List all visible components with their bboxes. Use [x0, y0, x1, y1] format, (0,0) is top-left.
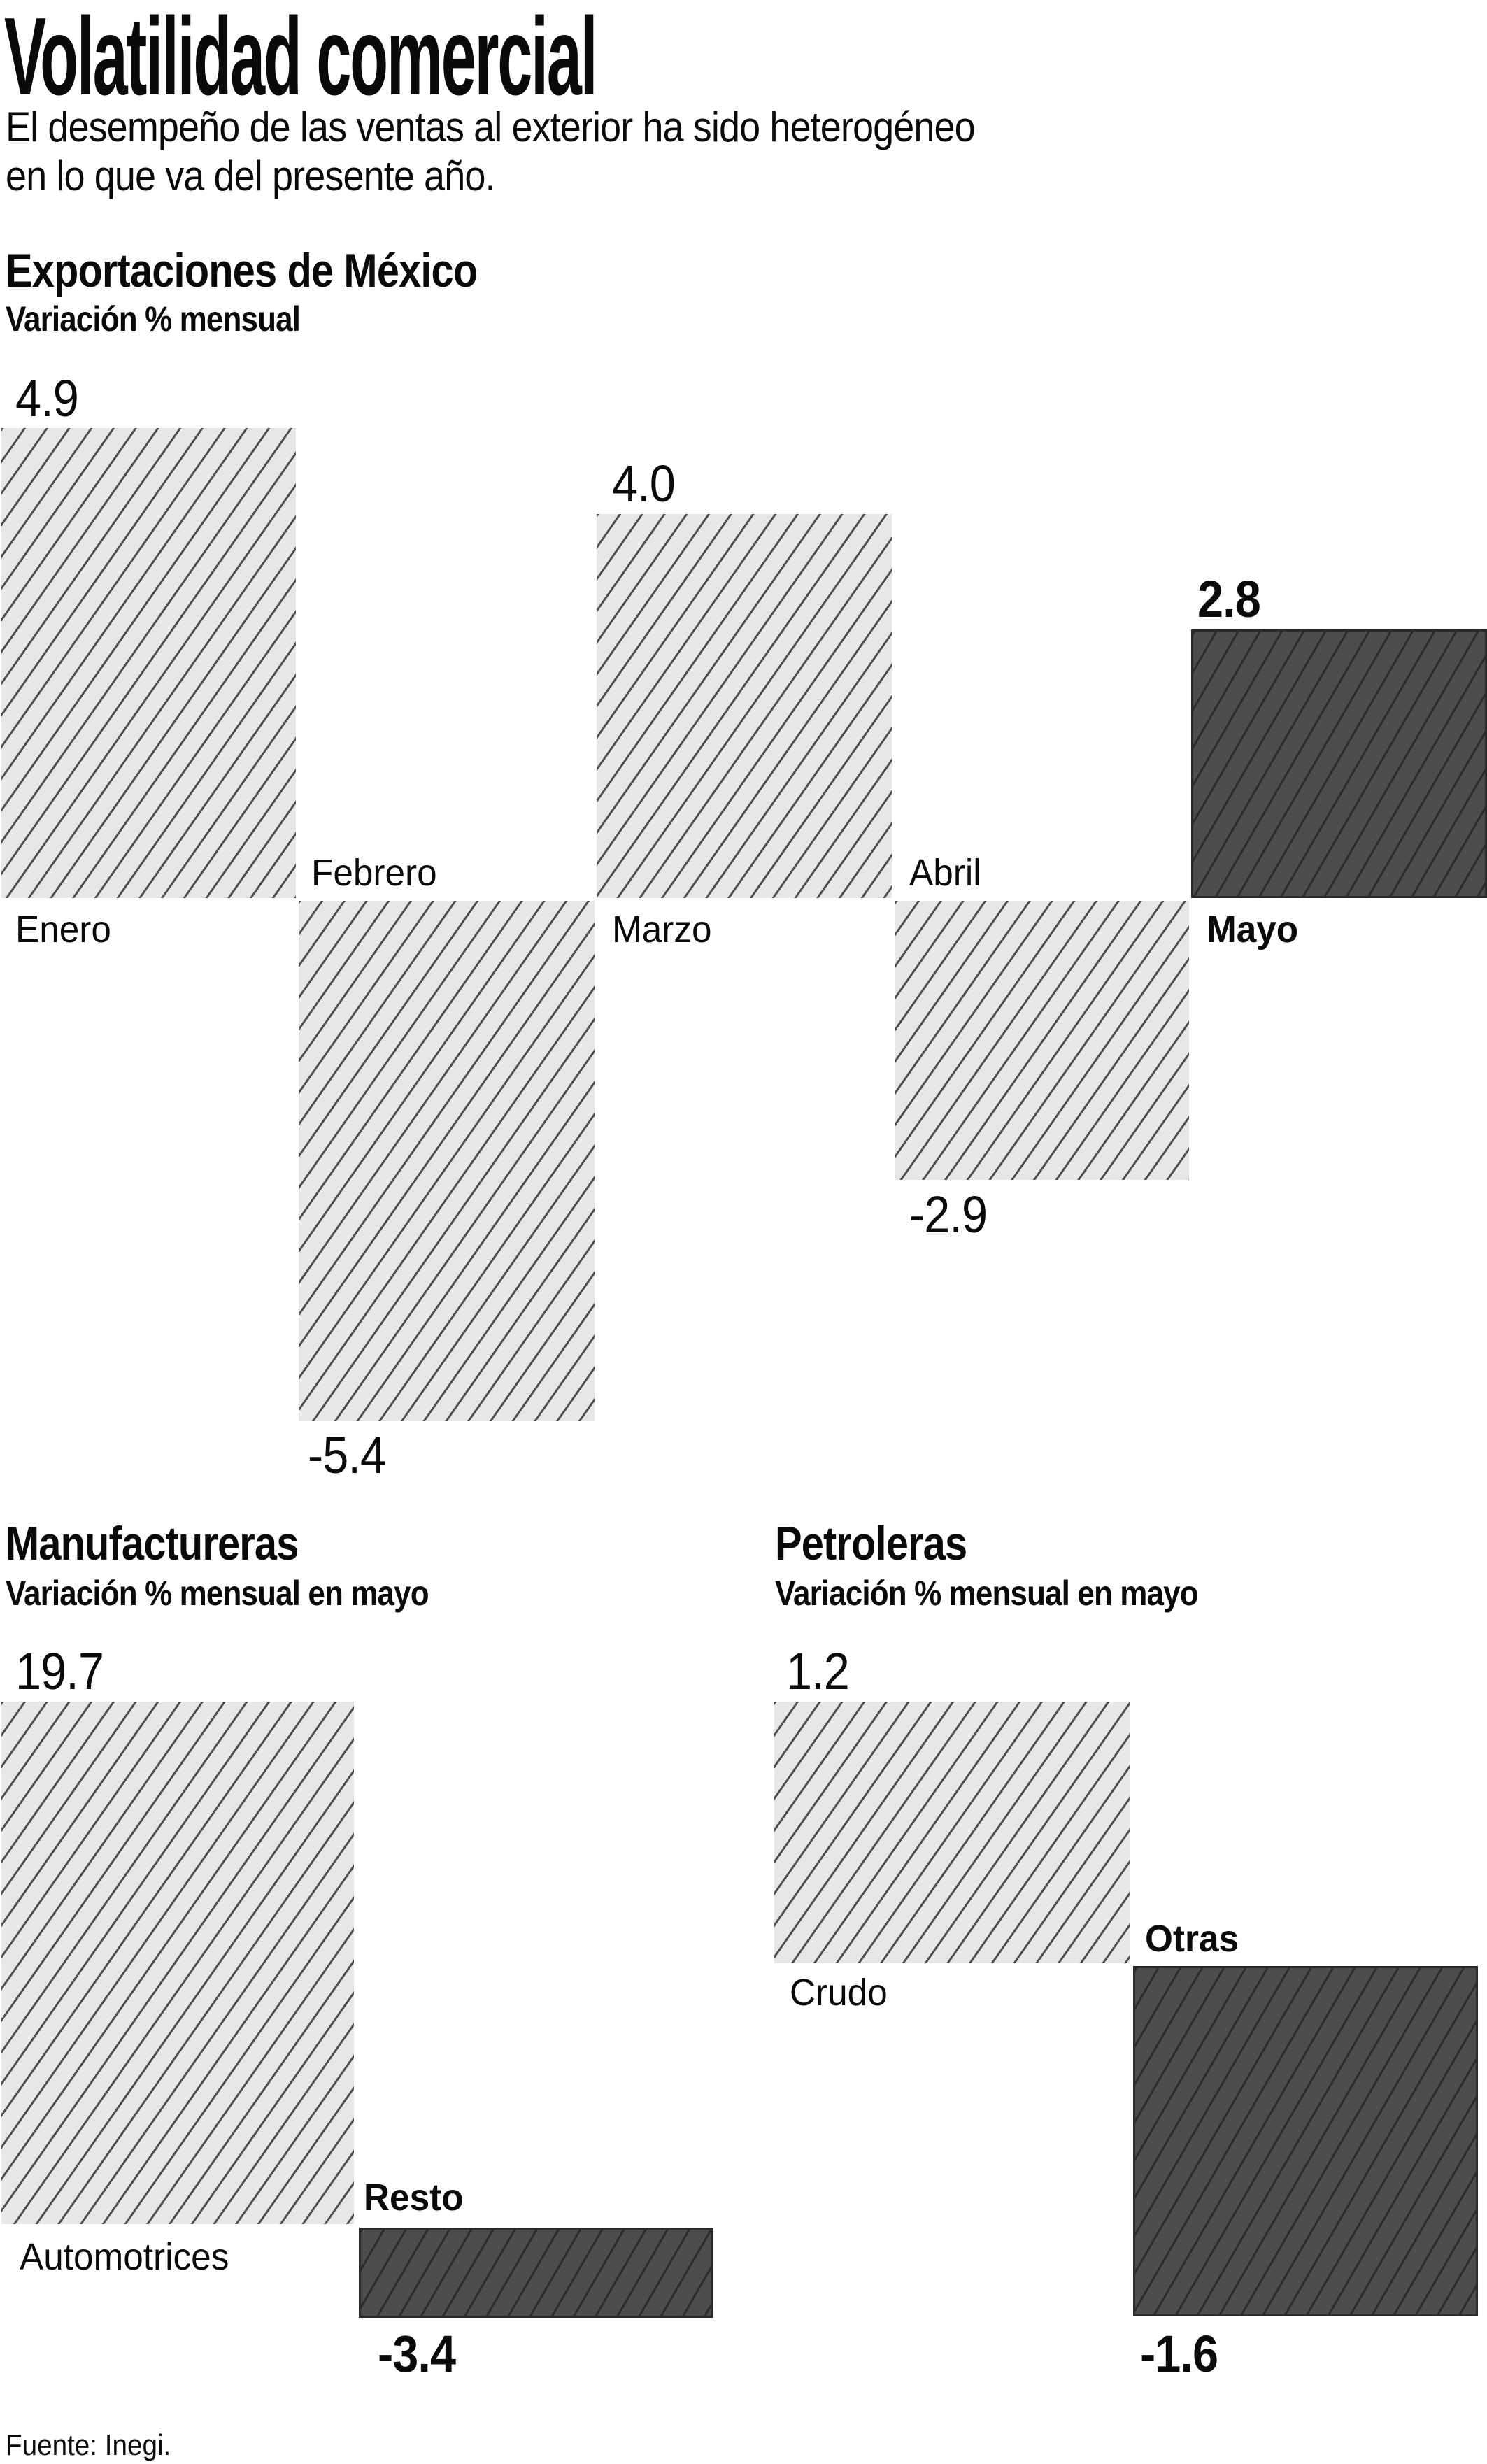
page-subtitle-line1: El desempeño de las ventas al exterior h…: [6, 104, 976, 150]
label-mayo: Mayo: [1207, 909, 1299, 950]
chart2-title: Manufactureras: [6, 1517, 299, 1570]
bar-automotrices: [1, 1702, 354, 2224]
value-otras: -1.6: [1140, 2325, 1218, 2383]
chart3-title: Petroleras: [775, 1517, 967, 1570]
bar-otras: [1133, 1966, 1478, 2316]
value-febrero: -5.4: [308, 1426, 386, 1484]
label-automotrices: Automotrices: [20, 2236, 229, 2278]
page-title: Volatilidad comercial: [4, 0, 598, 118]
value-mayo: 2.8: [1197, 570, 1261, 628]
source-credit: Fuente: Inegi.: [6, 2428, 171, 2461]
bar-marzo: [597, 514, 892, 898]
label-otras: Otras: [1145, 1918, 1239, 1960]
bar-abril: [895, 901, 1189, 1180]
label-abril: Abril: [909, 852, 981, 894]
chart1-subtitle: Variación % mensual: [6, 299, 301, 339]
chart1-title: Exportaciones de México: [6, 244, 478, 297]
bar-crudo: [774, 1702, 1130, 1963]
value-resto: -3.4: [378, 2325, 456, 2383]
bar-resto: [359, 2228, 713, 2318]
label-enero: Enero: [15, 909, 111, 950]
bar-enero: [1, 428, 296, 898]
label-marzo: Marzo: [612, 909, 712, 950]
label-crudo: Crudo: [790, 1972, 888, 2014]
value-marzo: 4.0: [612, 455, 676, 513]
bar-febrero: [299, 901, 595, 1421]
value-abril: -2.9: [909, 1185, 988, 1244]
value-crudo: 1.2: [786, 1642, 850, 1700]
label-resto: Resto: [364, 2177, 464, 2219]
label-febrero: Febrero: [311, 852, 437, 894]
bar-mayo: [1191, 629, 1487, 898]
value-enero: 4.9: [15, 369, 79, 427]
chart3-subtitle: Variación % mensual en mayo: [775, 1574, 1199, 1613]
value-automotrices: 19.7: [15, 1642, 104, 1700]
chart2-subtitle: Variación % mensual en mayo: [6, 1574, 429, 1613]
page-subtitle-line2: en lo que va del presente año.: [6, 152, 495, 199]
